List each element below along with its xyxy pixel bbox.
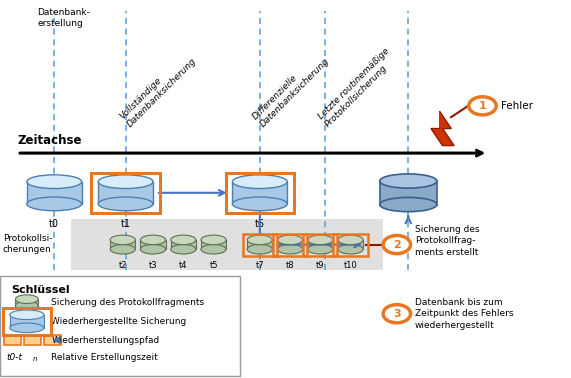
Text: t9: t9 — [316, 261, 324, 270]
Ellipse shape — [247, 245, 272, 254]
Text: 1: 1 — [478, 101, 486, 111]
Ellipse shape — [10, 310, 44, 319]
Polygon shape — [247, 240, 272, 249]
Ellipse shape — [10, 323, 44, 333]
Text: Datenbank bis zum
Zeitpunkt des Fehlers
wiederhergestellt: Datenbank bis zum Zeitpunkt des Fehlers … — [415, 298, 514, 330]
Ellipse shape — [140, 245, 166, 254]
Ellipse shape — [338, 235, 363, 245]
Text: t10: t10 — [344, 261, 357, 270]
Text: t0-t: t0-t — [7, 353, 23, 362]
Text: 2: 2 — [393, 240, 401, 249]
Ellipse shape — [232, 197, 287, 211]
Text: t6: t6 — [255, 219, 265, 229]
Ellipse shape — [278, 235, 303, 245]
Text: t1: t1 — [120, 219, 131, 229]
Ellipse shape — [201, 235, 226, 245]
Text: Vollständige
Datenbanksicherung: Vollständige Datenbanksicherung — [118, 48, 198, 129]
Text: Wiederhergestellte Sicherung: Wiederhergestellte Sicherung — [51, 317, 187, 326]
Text: Sicherung des
Protokollfrag-
ments erstellt: Sicherung des Protokollfrag- ments erste… — [415, 225, 480, 257]
Ellipse shape — [308, 245, 333, 254]
Ellipse shape — [278, 245, 303, 254]
Text: Relative Erstellungszeit: Relative Erstellungszeit — [51, 353, 158, 362]
Polygon shape — [201, 240, 226, 249]
Text: t7: t7 — [255, 261, 264, 270]
Ellipse shape — [15, 295, 38, 304]
Text: t8: t8 — [286, 261, 295, 270]
Polygon shape — [110, 240, 135, 249]
Polygon shape — [27, 182, 82, 204]
Text: Wiederherstellungspfad: Wiederherstellungspfad — [51, 336, 160, 345]
Ellipse shape — [171, 245, 196, 254]
Text: Datenbank-
erstellung: Datenbank- erstellung — [37, 8, 90, 28]
Polygon shape — [308, 240, 333, 249]
Ellipse shape — [27, 175, 82, 189]
Ellipse shape — [247, 235, 272, 245]
Text: t2: t2 — [119, 261, 127, 270]
Ellipse shape — [201, 245, 226, 254]
Polygon shape — [98, 182, 153, 204]
Circle shape — [469, 97, 496, 115]
Polygon shape — [380, 181, 437, 204]
Polygon shape — [171, 240, 196, 249]
Ellipse shape — [110, 235, 135, 245]
Text: t4: t4 — [179, 261, 187, 270]
Ellipse shape — [380, 174, 437, 188]
Ellipse shape — [140, 235, 166, 245]
Text: n: n — [33, 356, 37, 362]
Ellipse shape — [27, 197, 82, 211]
FancyBboxPatch shape — [44, 335, 61, 345]
Text: Letzte routinemäßige
Protokollsicherung: Letzte routinemäßige Protokollsicherung — [316, 46, 399, 129]
Polygon shape — [232, 182, 287, 204]
Text: Sicherung des Protokollfragments: Sicherung des Protokollfragments — [51, 298, 204, 307]
FancyBboxPatch shape — [0, 276, 240, 376]
Ellipse shape — [308, 235, 333, 245]
Polygon shape — [140, 240, 166, 249]
Ellipse shape — [338, 245, 363, 254]
Text: t3: t3 — [148, 261, 158, 270]
Circle shape — [383, 305, 411, 323]
Text: Protokollsi-
cherungen: Protokollsi- cherungen — [3, 234, 53, 254]
Ellipse shape — [15, 301, 38, 310]
Polygon shape — [15, 299, 38, 306]
Polygon shape — [278, 240, 303, 249]
FancyBboxPatch shape — [71, 219, 383, 270]
Ellipse shape — [98, 175, 153, 189]
Ellipse shape — [380, 197, 437, 212]
FancyBboxPatch shape — [24, 335, 41, 345]
Ellipse shape — [110, 245, 135, 254]
Polygon shape — [431, 112, 454, 146]
Circle shape — [383, 235, 411, 254]
Text: Schlüssel: Schlüssel — [11, 285, 70, 294]
Polygon shape — [338, 240, 363, 249]
Ellipse shape — [232, 175, 287, 189]
Ellipse shape — [171, 235, 196, 245]
Text: t0: t0 — [49, 219, 59, 229]
Text: Zeitachse: Zeitachse — [17, 135, 82, 147]
Text: Fehler: Fehler — [501, 101, 533, 111]
Text: 3: 3 — [393, 309, 401, 319]
Ellipse shape — [98, 197, 153, 211]
FancyBboxPatch shape — [4, 335, 21, 345]
Polygon shape — [10, 315, 44, 328]
Text: t5: t5 — [210, 261, 218, 270]
Text: Differenzielle
Datenbanksicherung: Differenzielle Datenbanksicherung — [251, 48, 331, 129]
